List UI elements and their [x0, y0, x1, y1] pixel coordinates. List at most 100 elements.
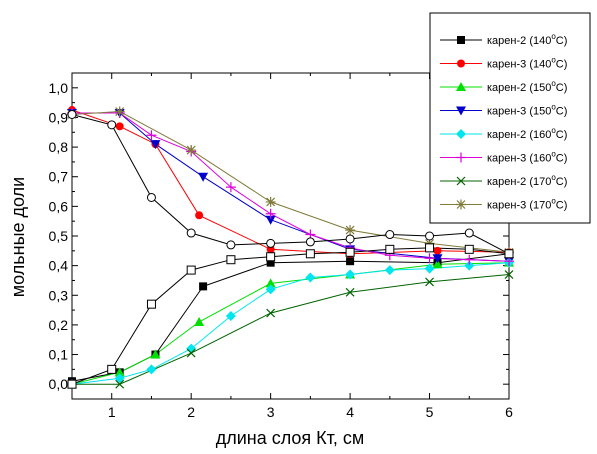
series-line-7 — [72, 274, 510, 385]
data-point-s8-3 — [186, 145, 197, 156]
x-tick-label: 5 — [426, 404, 434, 420]
data-point-s5-9 — [384, 265, 395, 276]
x-tick-label: 4 — [346, 404, 354, 420]
data-point-s5-8 — [345, 269, 356, 280]
data-point-s7-7 — [504, 270, 514, 279]
legend-marker-7 — [456, 176, 466, 186]
data-point-s6-3 — [146, 130, 157, 141]
legend-marker-1 — [457, 36, 465, 44]
series-line-4 — [72, 112, 510, 262]
data-point-s5-10 — [424, 263, 435, 274]
data-point-s10-8 — [345, 247, 355, 257]
data-point-s1-5 — [266, 258, 275, 267]
legend-marker-3 — [456, 82, 466, 91]
legend-label-1: карен-2 (140oC) — [487, 32, 567, 47]
data-point-s10-5 — [226, 255, 236, 265]
legend-label-8: карен-3 (170oC) — [487, 197, 567, 212]
data-point-s9-10 — [425, 231, 435, 241]
legend-label-6: карен-3 (160oC) — [487, 150, 567, 165]
data-point-s10-1 — [67, 379, 77, 389]
data-point-s7-3 — [186, 348, 196, 358]
y-tick-label: 0,2 — [49, 317, 69, 333]
data-point-s4-5 — [265, 215, 276, 225]
data-point-s10-4 — [186, 265, 196, 275]
data-point-s9-2 — [107, 120, 117, 130]
data-point-s8-5 — [345, 225, 356, 236]
series-line-1 — [71, 253, 510, 382]
y-tick-label: 0,7 — [49, 169, 69, 185]
x-tick-label: 3 — [267, 404, 275, 420]
x-tick-label: 1 — [108, 404, 116, 420]
data-point-s5-2 — [114, 373, 125, 384]
data-point-s10-2 — [107, 364, 117, 374]
data-point-s9-4 — [186, 228, 196, 238]
data-point-s2-4 — [195, 211, 204, 220]
series-line-9 — [71, 114, 510, 255]
data-point-s9-3 — [146, 192, 156, 202]
data-point-s5-3 — [146, 364, 157, 375]
data-point-s6-5 — [225, 182, 236, 193]
legend-marker-2 — [457, 59, 465, 68]
data-point-s10-10 — [425, 243, 435, 253]
data-point-s9-5 — [226, 240, 236, 250]
data-point-s10-3 — [146, 299, 156, 309]
data-point-s9-8 — [345, 234, 355, 244]
y-tick-label: 0,1 — [49, 347, 69, 363]
legend-marker-5 — [456, 129, 466, 139]
y-tick-label: 0,3 — [49, 287, 69, 303]
data-point-s10-12 — [504, 249, 514, 259]
data-point-s6-6 — [265, 208, 276, 219]
data-point-s10-6 — [266, 252, 276, 262]
data-point-s8-4 — [265, 196, 276, 207]
data-point-s9-1 — [67, 109, 77, 119]
data-point-s1-6 — [346, 257, 355, 266]
data-point-s5-5 — [225, 311, 236, 322]
data-point-s10-9 — [385, 244, 395, 254]
data-point-s7-2 — [115, 379, 125, 389]
data-point-s6-10 — [424, 253, 435, 264]
y-tick-label: 0,0 — [49, 376, 69, 392]
y-tick-label: 0,5 — [49, 228, 69, 244]
series-line-3 — [71, 262, 510, 385]
legend-marker-8 — [456, 199, 466, 210]
series-line-2 — [71, 109, 510, 255]
data-point-s10-11 — [464, 244, 474, 254]
data-point-s4-4 — [198, 172, 209, 182]
y-tick-label: 0,4 — [49, 258, 69, 274]
y-tick-label: 0,8 — [49, 139, 69, 155]
data-point-s6-11 — [464, 254, 475, 265]
data-point-s3-2 — [114, 367, 125, 377]
data-point-s5-7 — [305, 272, 316, 283]
data-point-s9-6 — [266, 238, 276, 248]
data-point-s3-3 — [150, 349, 161, 359]
data-point-s2-2 — [115, 122, 124, 131]
y-tick-label: 0,9 — [49, 109, 69, 125]
data-point-s3-5 — [265, 278, 276, 288]
data-point-s8-2 — [114, 106, 125, 117]
data-point-s7-5 — [345, 287, 355, 297]
data-point-s4-7 — [432, 254, 443, 264]
data-point-s7-6 — [425, 277, 434, 287]
data-point-s1-4 — [199, 282, 208, 291]
data-point-s9-9 — [385, 230, 395, 240]
data-point-s5-6 — [265, 284, 276, 295]
data-point-s2-7 — [433, 246, 442, 255]
data-point-s9-7 — [305, 237, 315, 247]
data-point-s9-11 — [464, 228, 474, 238]
x-tick-label: 2 — [187, 404, 195, 420]
data-point-s3-4 — [194, 316, 205, 326]
y-tick-label: 1,0 — [49, 80, 69, 96]
data-point-s3-7 — [432, 259, 443, 269]
data-point-s5-11 — [464, 260, 475, 271]
legend-label-4: карен-3 (150oC) — [487, 103, 567, 118]
y-tick-label: 0,6 — [49, 198, 69, 214]
y-axis-title: мольные доли — [8, 177, 28, 297]
data-point-s7-4 — [266, 308, 276, 318]
legend-marker-6 — [456, 152, 466, 163]
legend-label-5: карен-2 (160oC) — [487, 126, 567, 141]
legend: карен-2 (140oC) карен-3 (140oC) карен-2 (1… — [429, 12, 591, 224]
x-tick-label: 6 — [505, 404, 513, 420]
legend-label-7: карен-2 (170oC) — [487, 173, 567, 188]
legend-label-2: карен-3 (140oC) — [487, 56, 567, 71]
